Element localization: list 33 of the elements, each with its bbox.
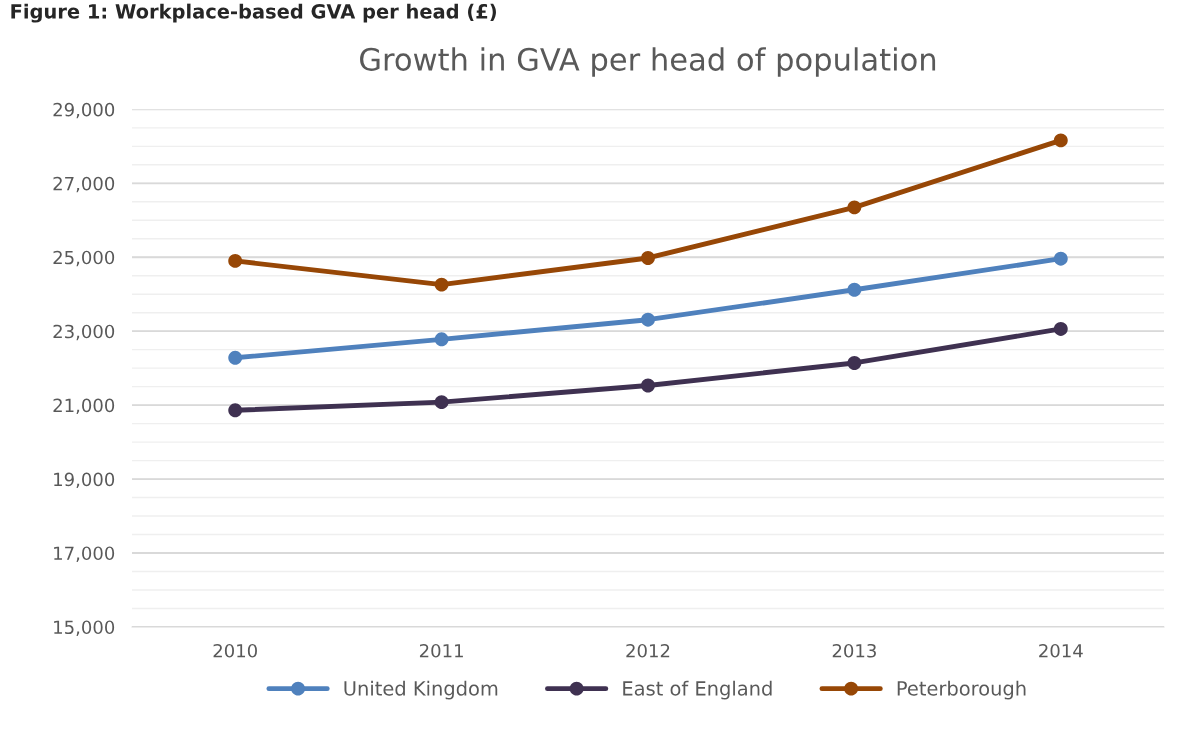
x-tick-label: 2012 [626, 643, 670, 658]
x-tick-label: 2011 [419, 643, 463, 658]
y-tick-label: 15,000 [54, 620, 115, 636]
legend-label: United Kingdom [344, 680, 498, 700]
point [434, 332, 449, 347]
caption: Figure 1: Workplace-based GVA per head (£) [11, 3, 496, 23]
legend-label: East of England [623, 680, 772, 700]
point [1053, 133, 1068, 148]
y-tick-label: 21,000 [53, 398, 115, 415]
point [641, 378, 655, 393]
y-tick-label: 27,000 [53, 176, 115, 193]
x-tick-label: 2014 [1039, 643, 1083, 658]
point [434, 395, 449, 410]
x-tick-label: 2010 [213, 643, 257, 658]
chart-title: Growth in GVA per head of population [360, 47, 936, 77]
y-tick-label: 23,000 [53, 324, 115, 341]
y-tick-label: 17,000 [54, 546, 115, 562]
point [1053, 322, 1068, 336]
point [1053, 251, 1068, 266]
point [847, 282, 862, 297]
point [847, 356, 862, 370]
legend-label: Peterborough [897, 680, 1026, 700]
point [641, 312, 655, 327]
point [228, 253, 243, 268]
point [228, 350, 243, 365]
x-tick-label: 2013 [832, 643, 876, 658]
point [434, 277, 449, 292]
y-tick-label: 25,000 [53, 250, 115, 267]
point [228, 403, 243, 418]
y-tick-label: 29,000 [53, 102, 115, 119]
point [641, 251, 655, 265]
point [847, 200, 862, 215]
y-tick-label: 19,000 [54, 472, 115, 489]
